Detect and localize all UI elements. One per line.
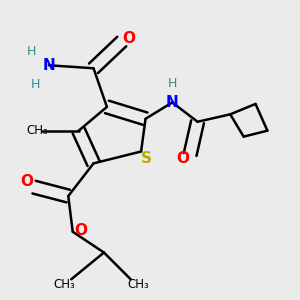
Text: O: O [176, 152, 189, 166]
Text: N: N [166, 95, 179, 110]
Text: CH₃: CH₃ [53, 278, 75, 291]
Text: CH₃: CH₃ [127, 278, 149, 291]
Text: O: O [20, 174, 33, 189]
Text: N: N [43, 58, 55, 73]
Text: H: H [168, 76, 177, 90]
Text: H: H [26, 45, 36, 58]
Text: O: O [74, 223, 88, 238]
Text: CH₃: CH₃ [26, 124, 48, 137]
Text: H: H [31, 78, 40, 91]
Text: S: S [141, 151, 152, 166]
Text: O: O [123, 31, 136, 46]
